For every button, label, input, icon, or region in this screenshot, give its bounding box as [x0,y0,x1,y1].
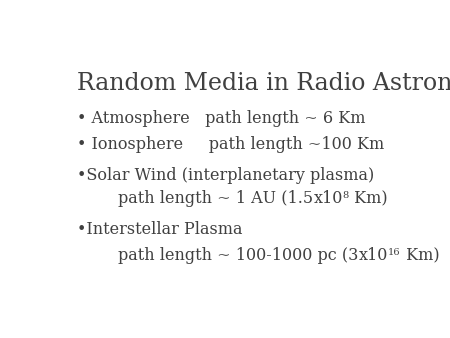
Text: 16: 16 [388,248,400,257]
Text: Random Media in Radio Astronomy: Random Media in Radio Astronomy [77,72,450,95]
Text: x10: x10 [359,247,388,264]
Text: • Ionosphere     path length ~100 Km: • Ionosphere path length ~100 Km [77,136,384,152]
Text: •Interstellar Plasma: •Interstellar Plasma [77,221,243,238]
Text: path length ~ 1 AU (1.5: path length ~ 1 AU (1.5 [77,190,313,207]
Text: 8: 8 [343,191,349,199]
Text: Km): Km) [400,247,439,264]
Text: Km): Km) [349,190,387,207]
Text: x10: x10 [313,190,343,207]
Text: •Solar Wind (interplanetary plasma): •Solar Wind (interplanetary plasma) [77,167,374,184]
Text: • Atmosphere   path length ~ 6 Km: • Atmosphere path length ~ 6 Km [77,110,366,126]
Text: path length ~ 100-1000 pc (3: path length ~ 100-1000 pc (3 [77,247,359,264]
